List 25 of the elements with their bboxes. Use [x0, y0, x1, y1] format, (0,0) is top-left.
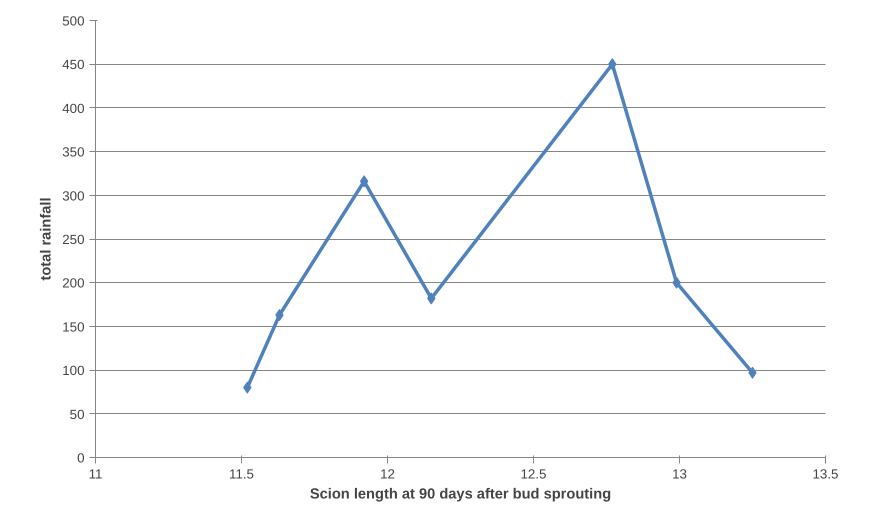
- y-tick-label: 500: [62, 14, 85, 28]
- y-tick-label: 400: [62, 100, 85, 116]
- y-tick-label: 200: [62, 276, 85, 291]
- y-tick-label: 100: [62, 363, 85, 378]
- x-tick-label: 13: [672, 466, 687, 482]
- y-tick-label: 250: [62, 232, 85, 247]
- y-tick-label: 350: [62, 144, 85, 160]
- y-tick-label: 150: [62, 319, 85, 334]
- y-tick-label: 50: [70, 406, 85, 422]
- point: [275, 309, 284, 322]
- x-tick-label: 11: [88, 466, 102, 482]
- y-tick-label: 300: [62, 188, 85, 204]
- point: [608, 58, 617, 70]
- y-axis-title: total rainfall: [38, 197, 54, 281]
- x-axis-title: Scion length at 90 days after bud sprouting: [310, 486, 612, 502]
- y-tick-label: 450: [62, 57, 85, 72]
- point: [748, 366, 757, 379]
- x-tick-label: 13.5: [812, 466, 838, 482]
- point: [672, 276, 681, 289]
- x-tick-label: 12: [380, 466, 395, 482]
- y-tick-label: 0: [77, 450, 85, 466]
- point: [243, 382, 252, 394]
- x-tick-label: 11.5: [229, 466, 254, 482]
- x-tick-label: 12.5: [520, 466, 546, 482]
- point: [360, 175, 368, 188]
